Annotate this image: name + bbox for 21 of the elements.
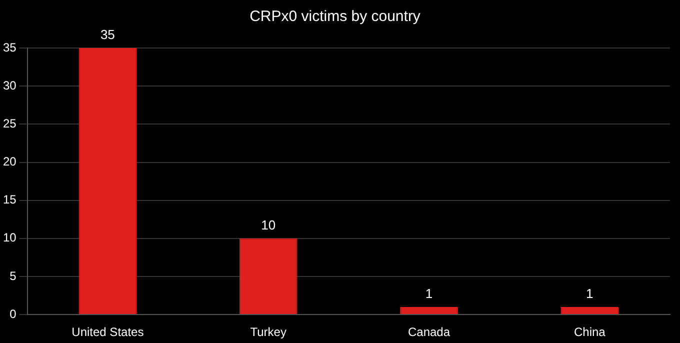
bar (400, 306, 458, 314)
data-label: 35 (100, 27, 115, 42)
bar (78, 48, 137, 314)
y-tick-label: 25 (2, 116, 17, 130)
chart-title: CRPx0 victims by country (250, 8, 421, 26)
x-tick-label: Canada (408, 325, 450, 340)
y-tick-label: 10 (2, 230, 17, 245)
data-label: 10 (261, 218, 276, 233)
bar (239, 238, 298, 314)
y-tick-label: 30 (2, 78, 17, 92)
data-label: 1 (425, 286, 433, 302)
y-tick-label: 15 (2, 192, 17, 207)
x-tick-label: United States (72, 325, 144, 340)
x-tick-label: Turkey (250, 325, 286, 340)
y-tick-label: 35 (2, 40, 17, 54)
y-tick-label: 0 (10, 306, 17, 321)
y-tick-label: 20 (2, 154, 17, 169)
x-tick-label: China (574, 325, 606, 340)
bar (560, 306, 619, 314)
y-tick-label: 5 (10, 268, 17, 283)
data-label: 1 (586, 286, 594, 302)
